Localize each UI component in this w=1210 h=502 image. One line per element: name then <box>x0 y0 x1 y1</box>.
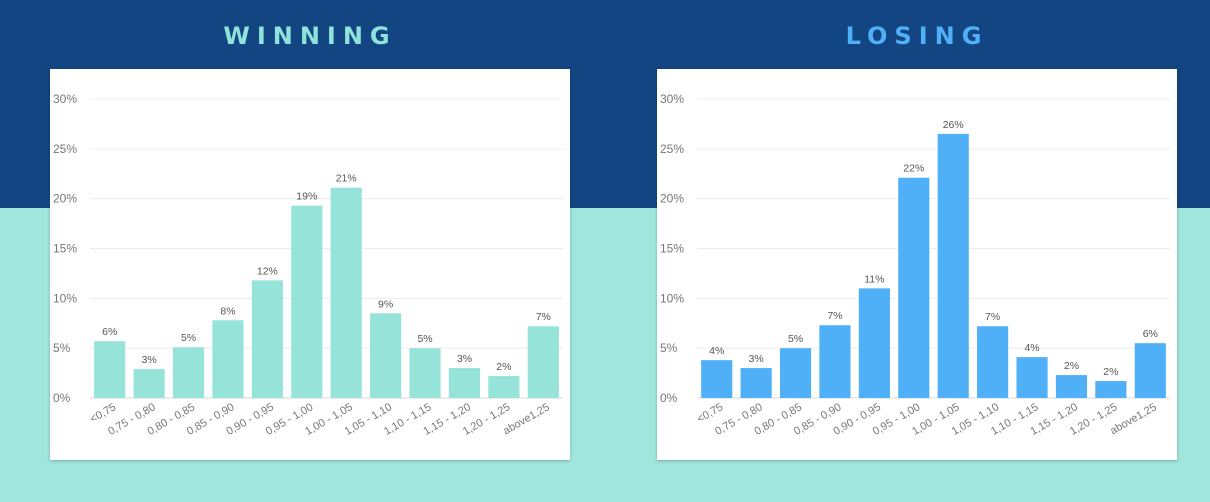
losing-bar <box>1095 381 1127 398</box>
winning-histogram: 0%5%10%15%20%25%30%6%<0,753%0,75 - 0,805… <box>53 92 563 438</box>
winning-bar <box>448 368 481 398</box>
winning-bar-value-label: 9% <box>378 298 393 310</box>
losing-bar-value-label: 6% <box>1143 328 1158 340</box>
winning-heading: WINNING <box>223 22 397 50</box>
winning-bar-value-label: 6% <box>102 326 117 338</box>
losing-bar-value-label: 2% <box>1103 366 1118 378</box>
winning-bar <box>330 187 362 398</box>
losing-chart-card: 0% 5% 10% 15% 20% 25% 30% 4% <0,75 3% 0,75 - 0,80 5… <box>657 69 1177 460</box>
losing-bar-value-label: 7% <box>985 311 1000 323</box>
losing-bar <box>1055 375 1088 398</box>
losing-bar <box>701 360 733 398</box>
losing-bar-value-label: 2% <box>1064 360 1079 372</box>
winning-bar-value-label: 2% <box>496 361 511 373</box>
losing-y-tick-label: 30% <box>660 92 684 106</box>
winning-y-tick-label: 0% <box>53 391 71 405</box>
losing-bar-value-label: 26% <box>943 119 964 131</box>
winning-bar-value-label: 12% <box>257 265 278 277</box>
losing-bar-value-label: 3% <box>749 353 764 365</box>
losing-histogram: 0%5%10%15%20%25%30%4%<0,753%0,75 - 0,805… <box>660 92 1170 438</box>
losing-bar-value-label: 7% <box>827 310 842 322</box>
winning-y-tick-label: 10% <box>53 291 77 305</box>
losing-bar <box>858 288 890 398</box>
losing-y-tick-label: 20% <box>660 192 684 206</box>
losing-y-tick-label: 5% <box>660 341 678 355</box>
losing-bar-value-label: 11% <box>864 273 884 285</box>
winning-bar <box>488 376 520 398</box>
winning-bar-value-label: 3% <box>457 353 472 365</box>
winning-chart-card: 0% 5% 10% 15% 20% 25% 30% 6% <0,75 3% 0,75 - 0,80 5… <box>50 69 570 460</box>
winning-category-label: <0,75 <box>88 401 118 425</box>
losing-bar-value-label: 5% <box>788 333 803 345</box>
winning-bar-value-label: 7% <box>536 311 551 323</box>
winning-bar <box>251 280 283 398</box>
winning-bar-value-label: 3% <box>142 354 157 366</box>
losing-bar <box>898 177 930 398</box>
losing-bar-value-label: 4% <box>1024 342 1039 354</box>
winning-bar <box>527 326 559 398</box>
losing-bar <box>977 326 1009 398</box>
losing-bar <box>819 325 851 398</box>
losing-bar <box>1134 343 1166 398</box>
winning-bar <box>172 347 205 398</box>
winning-bar-value-label: 5% <box>417 333 432 345</box>
losing-bar-value-label: 22% <box>903 163 924 175</box>
winning-bar-value-label: 19% <box>296 191 317 203</box>
winning-bar <box>212 320 244 398</box>
losing-category-label: <0,75 <box>695 401 725 425</box>
losing-bar-value-label: 4% <box>709 345 724 357</box>
winning-y-tick-label: 15% <box>53 242 77 256</box>
winning-bar <box>133 369 165 398</box>
losing-bar <box>740 368 772 398</box>
losing-y-tick-label: 25% <box>660 142 684 156</box>
losing-y-tick-label: 0% <box>660 391 678 405</box>
winning-y-tick-label: 5% <box>53 341 71 355</box>
winning-y-tick-label: 20% <box>53 192 77 206</box>
losing-bar <box>937 133 969 398</box>
winning-bar <box>370 313 402 398</box>
winning-bar <box>409 348 441 398</box>
losing-heading: LOSING <box>845 22 989 50</box>
winning-bar-value-label: 8% <box>220 305 235 317</box>
winning-bar <box>94 341 126 398</box>
losing-bar <box>1016 357 1048 398</box>
winning-y-tick-label: 25% <box>53 142 77 156</box>
winning-bar <box>291 205 323 398</box>
winning-bar-value-label: 5% <box>181 332 196 344</box>
losing-y-tick-label: 10% <box>660 291 684 305</box>
losing-bar <box>779 348 812 398</box>
winning-bar-value-label: 21% <box>336 173 357 185</box>
losing-y-tick-label: 15% <box>660 242 684 256</box>
winning-y-tick-label: 30% <box>53 92 77 106</box>
